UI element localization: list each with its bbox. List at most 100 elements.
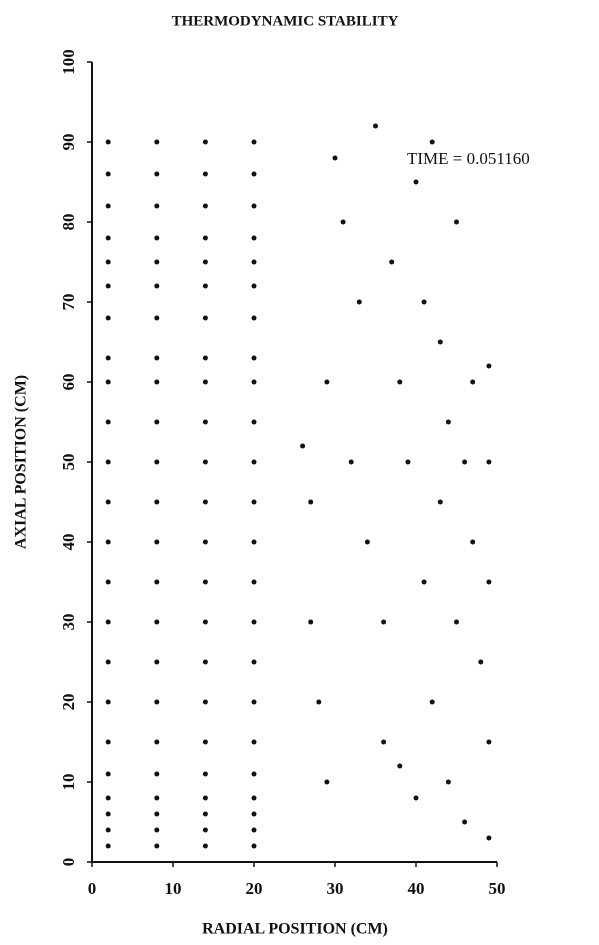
point: [438, 340, 443, 345]
point: [106, 660, 111, 665]
point: [252, 172, 257, 177]
point: [106, 236, 111, 241]
point: [106, 740, 111, 745]
point: [106, 700, 111, 705]
x-tick-label: 30: [327, 879, 344, 898]
point: [203, 772, 208, 777]
point: [405, 460, 410, 465]
x-axis-label: RADIAL POSITION (CM): [202, 921, 388, 938]
point: [154, 236, 159, 241]
y-axis-label: AXIAL POSITION (CM): [13, 375, 30, 549]
point: [203, 812, 208, 817]
point: [454, 220, 459, 225]
point: [106, 828, 111, 833]
y-tick-label: 80: [59, 214, 78, 231]
point: [154, 172, 159, 177]
point: [462, 820, 467, 825]
point: [341, 220, 346, 225]
y-tick-label: 10: [59, 774, 78, 791]
point: [203, 140, 208, 145]
point: [154, 580, 159, 585]
point: [252, 844, 257, 849]
point: [203, 828, 208, 833]
point: [324, 380, 329, 385]
point: [154, 260, 159, 265]
point: [203, 580, 208, 585]
y-tick-label: 100: [59, 49, 78, 75]
point: [203, 356, 208, 361]
point: [106, 500, 111, 505]
y-tick-label: 90: [59, 134, 78, 151]
point: [414, 180, 419, 185]
point: [106, 580, 111, 585]
point: [486, 580, 491, 585]
point: [446, 780, 451, 785]
point: [316, 700, 321, 705]
y-tick-label: 60: [59, 374, 78, 391]
point: [203, 796, 208, 801]
point: [252, 700, 257, 705]
point: [203, 500, 208, 505]
point: [203, 460, 208, 465]
point: [106, 772, 111, 777]
point: [203, 284, 208, 289]
point: [106, 140, 111, 145]
point: [203, 236, 208, 241]
point: [252, 740, 257, 745]
point: [154, 540, 159, 545]
point: [203, 380, 208, 385]
point: [252, 500, 257, 505]
point: [324, 780, 329, 785]
point: [106, 380, 111, 385]
point: [203, 660, 208, 665]
x-tick-label: 40: [408, 879, 425, 898]
point: [486, 364, 491, 369]
point: [308, 620, 313, 625]
point: [349, 460, 354, 465]
point: [486, 460, 491, 465]
point: [106, 260, 111, 265]
point: [154, 660, 159, 665]
point: [252, 660, 257, 665]
point: [397, 764, 402, 769]
point: [106, 844, 111, 849]
point: [333, 156, 338, 161]
point: [154, 828, 159, 833]
point: [154, 460, 159, 465]
point: [106, 812, 111, 817]
point: [154, 420, 159, 425]
point: [252, 260, 257, 265]
point: [203, 540, 208, 545]
point: [154, 316, 159, 321]
point: [252, 460, 257, 465]
point: [106, 460, 111, 465]
point: [203, 740, 208, 745]
point: [252, 580, 257, 585]
point: [414, 796, 419, 801]
point: [203, 260, 208, 265]
point: [106, 204, 111, 209]
point: [252, 620, 257, 625]
point: [106, 316, 111, 321]
x-tick-label: 20: [246, 879, 263, 898]
point: [154, 204, 159, 209]
point: [154, 140, 159, 145]
y-tick-label: 50: [59, 454, 78, 471]
point: [154, 500, 159, 505]
point: [381, 620, 386, 625]
y-tick-label: 30: [59, 614, 78, 631]
point: [486, 836, 491, 841]
point: [154, 284, 159, 289]
point: [203, 204, 208, 209]
y-tick-label: 70: [59, 294, 78, 311]
point: [252, 284, 257, 289]
point: [430, 700, 435, 705]
point: [446, 420, 451, 425]
point: [154, 356, 159, 361]
point: [462, 460, 467, 465]
point: [397, 380, 402, 385]
point: [154, 844, 159, 849]
point: [422, 300, 427, 305]
point: [106, 540, 111, 545]
point: [203, 700, 208, 705]
